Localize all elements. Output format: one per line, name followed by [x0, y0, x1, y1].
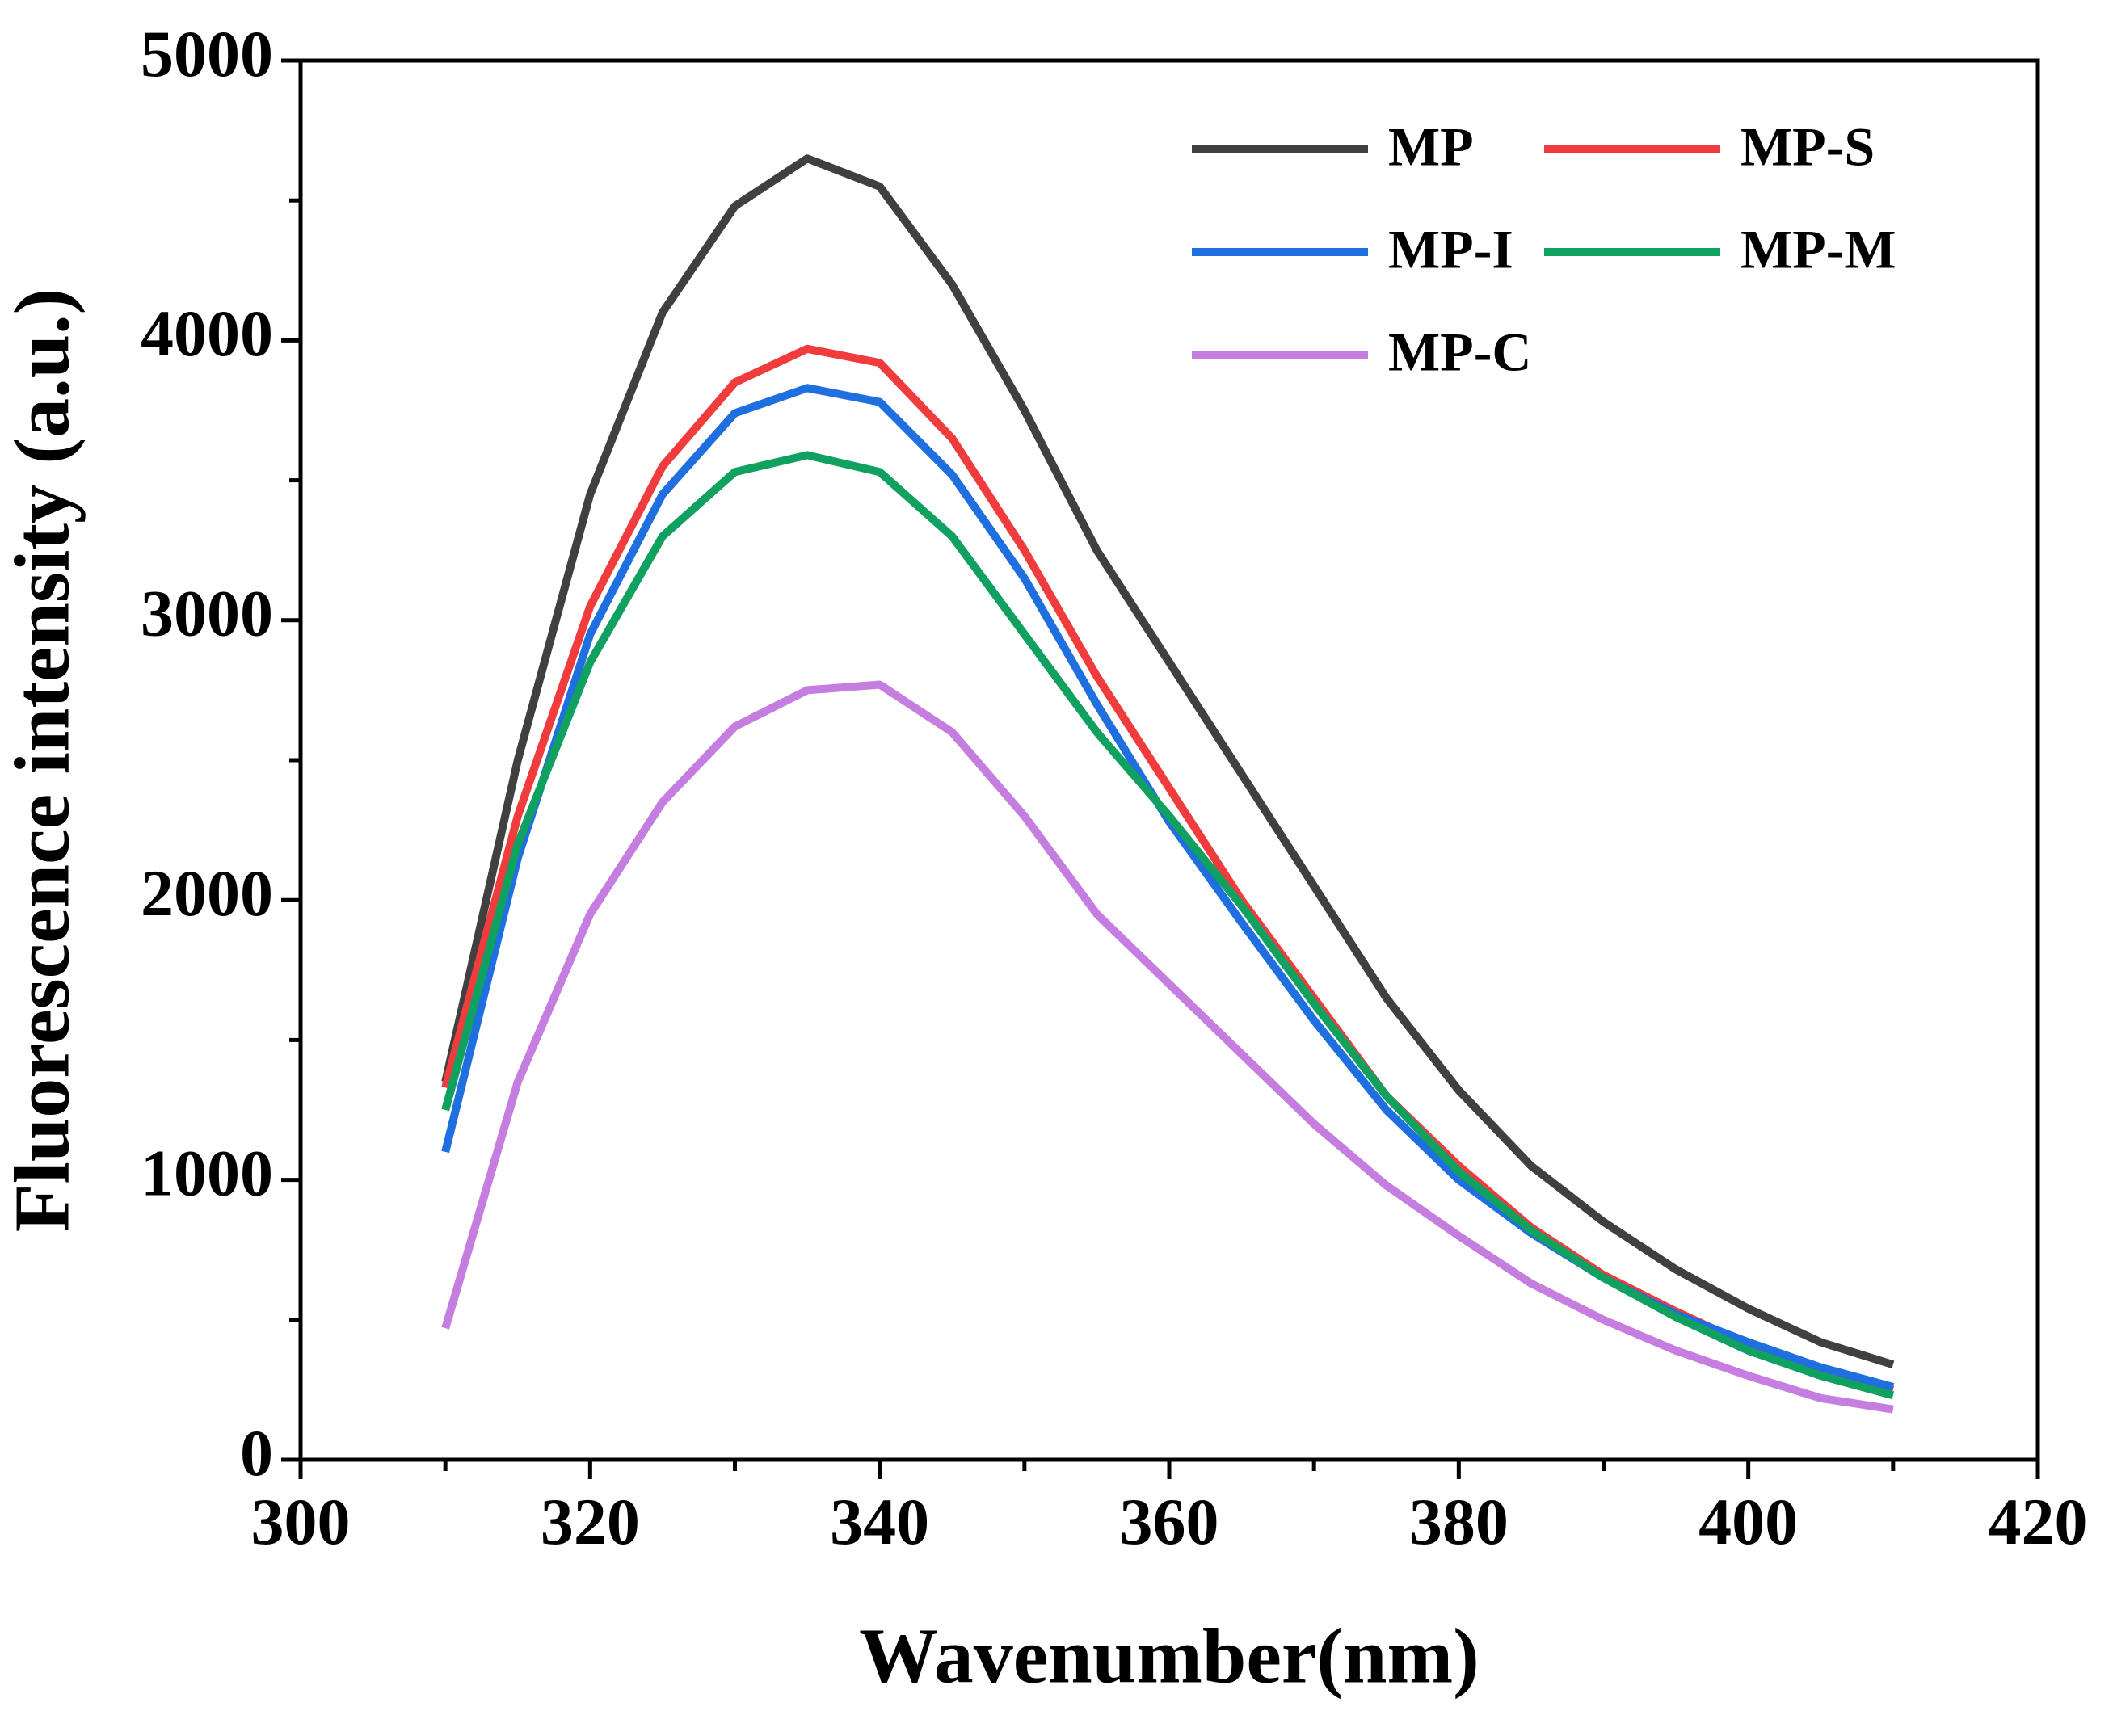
series-line	[441, 154, 1895, 1369]
x-axis-title: Wavenumber(nm)	[859, 1612, 1480, 1700]
x-tick-label: 340	[830, 1485, 929, 1558]
y-tick-label: 0	[240, 1416, 273, 1490]
series-line	[441, 451, 1895, 1400]
series-line	[441, 680, 1894, 1414]
x-tick-label: 320	[541, 1485, 640, 1558]
legend-label: MP	[1388, 116, 1474, 178]
legend-label: MP-C	[1388, 322, 1531, 383]
y-tick-label: 1000	[141, 1136, 273, 1209]
x-tick-label: 360	[1120, 1485, 1219, 1558]
legend-label: MP-I	[1388, 219, 1513, 280]
x-tick-label: 300	[251, 1485, 351, 1558]
x-tick-label: 380	[1409, 1485, 1509, 1558]
x-tick-label: 400	[1698, 1485, 1798, 1558]
legend-label: MP-M	[1740, 219, 1896, 280]
x-tick-label: 420	[1989, 1485, 2088, 1558]
y-tick-label: 5000	[141, 17, 273, 90]
y-tick-label: 2000	[141, 856, 273, 930]
y-tick-label: 3000	[141, 577, 273, 650]
y-tick-label: 4000	[141, 296, 273, 370]
legend-label: MP-S	[1740, 116, 1875, 178]
series-line	[441, 344, 1895, 1394]
y-axis-title: Fluorescence intensity (a.u.)	[0, 288, 86, 1233]
